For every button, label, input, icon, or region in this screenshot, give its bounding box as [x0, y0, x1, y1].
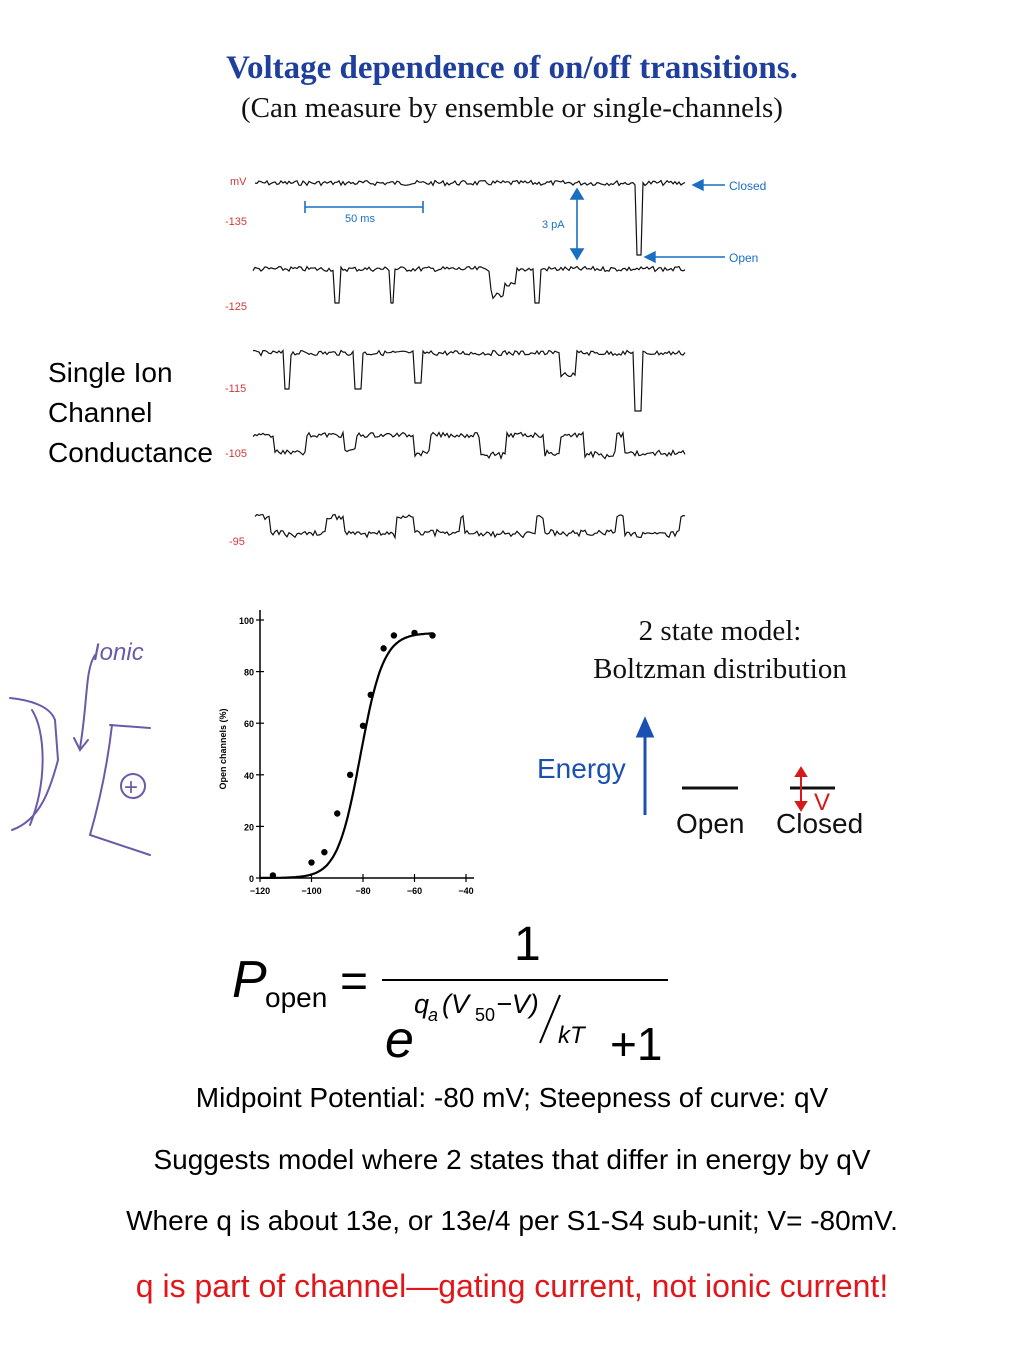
single-channel-traces: mV -135 -125 -115 -105 -95 50 ms 3 pA Cl… [225, 176, 766, 548]
trace-line [254, 513, 686, 540]
trace-line [252, 349, 686, 412]
eq-exp-v-sub: 50 [475, 1005, 495, 1025]
side-label-line: Single Ion [48, 357, 173, 388]
eq-base: e [385, 1011, 414, 1069]
eq-numerator: 1 [514, 918, 541, 971]
trace-voltage-label: -115 [225, 383, 246, 395]
eq-exp-denominator: kT [558, 1022, 587, 1049]
trace-voltage-label: -135 [225, 216, 247, 228]
y-tick-label: 80 [244, 668, 254, 678]
data-point [269, 872, 277, 879]
note-arrow [79, 654, 96, 749]
boltzmann-curve [260, 632, 433, 880]
data-point [321, 849, 328, 856]
charge-circle [120, 773, 146, 799]
side-label: Single Ion Channel Conductance [48, 353, 213, 473]
closed-state-label: Closed [776, 808, 863, 839]
current-scale-label: 3 pA [542, 219, 565, 231]
data-point [390, 632, 398, 639]
energy-arrow [635, 716, 655, 815]
membrane-stroke-left2 [29, 709, 44, 826]
note-arrowhead [73, 737, 89, 752]
data-point [380, 645, 387, 652]
y-tick-label: 100 [239, 616, 254, 626]
eq-p: P [232, 951, 267, 1009]
trace-line [252, 265, 686, 304]
trace-lines [252, 179, 686, 540]
handwritten-note: Ionic [93, 639, 144, 666]
open-state-label: Open [676, 808, 745, 839]
data-point [367, 691, 374, 699]
trace-voltage-label: -105 [225, 448, 247, 460]
model-title: 2 state model: Boltzman distribution [540, 612, 900, 688]
x-tick-label: −40 [458, 886, 473, 896]
model-title-line2: Boltzman distribution [593, 653, 847, 685]
slide-title: Voltage dependence of on/off transitions… [226, 50, 798, 86]
conclusion-line: q is part of channel—gating current, not… [135, 1268, 889, 1304]
data-point [359, 722, 367, 729]
trace-line [254, 179, 686, 256]
side-label-line: Conductance [48, 437, 214, 468]
x-tick-label: −80 [355, 886, 370, 896]
data-point [334, 810, 341, 817]
v-label: V [814, 789, 830, 816]
data-point [346, 771, 354, 778]
v-double-arrow [794, 766, 808, 812]
eq-exp-paren: (V [442, 989, 472, 1019]
slide-subtitle: (Can measure by ensemble or single-chann… [241, 92, 783, 124]
eq-plus-one: +1 [610, 1018, 662, 1070]
data-point [308, 859, 315, 866]
current-scale-bar [569, 187, 585, 261]
y-tick-label: 60 [244, 719, 254, 729]
eq-exp-slash [539, 994, 561, 1044]
open-arrow [643, 250, 725, 264]
energy-diagram: Energy V Open Closed [537, 716, 863, 839]
x-tick-label: −100 [301, 886, 321, 896]
y-tick-label: 20 [244, 822, 254, 832]
body-line-3: Where q is about 13e, or 13e/4 per S1-S4… [126, 1205, 898, 1236]
energy-label: Energy [537, 753, 626, 784]
x-tick-label: −120 [250, 886, 270, 896]
trace-voltage-label: -125 [225, 301, 247, 313]
handwritten-sketch: Ionic + [9, 639, 151, 856]
membrane-stroke-left [9, 697, 60, 831]
membrane-stroke-right-top [109, 724, 151, 729]
body-line-1: Midpoint Potential: -80 mV; Steepness of… [195, 1082, 829, 1113]
trace-voltage-label: -95 [229, 536, 245, 548]
trace-line [252, 430, 686, 460]
closed-arrow [691, 178, 725, 192]
time-scale-bar [304, 201, 424, 213]
open-probability-chart: 0 20 40 60 80 100 −120 −100 −80 −60 −40 Open channe… [218, 610, 474, 896]
handwritten-plus: + [124, 774, 138, 801]
eq-equals: = [340, 955, 368, 1008]
y-tick-label: 0 [249, 874, 254, 884]
eq-p-subscript: open [265, 982, 327, 1013]
eq-exp-rest: −V) [496, 989, 539, 1019]
x-tick-label: −60 [407, 886, 422, 896]
body-line-2: Suggests model where 2 states that diffe… [153, 1144, 871, 1175]
y-axis-label: Open channels (%) [218, 708, 228, 789]
eq-exp-q-sub: a [428, 1005, 438, 1025]
closed-label: Closed [729, 179, 766, 193]
data-point [411, 629, 418, 637]
boltzmann-equation: P open = 1 e q a (V 50 −V) kT +1 [232, 918, 668, 1070]
trace-unit-label: mV [230, 176, 247, 188]
y-tick-label: 40 [244, 771, 254, 781]
eq-exp-q: q [414, 989, 429, 1019]
side-label-line: Channel [48, 397, 153, 428]
data-point [429, 632, 436, 639]
open-label: Open [729, 251, 758, 265]
time-scale-label: 50 ms [345, 213, 375, 225]
model-title-line1: 2 state model: [638, 615, 802, 647]
membrane-stroke-right [88, 724, 151, 856]
